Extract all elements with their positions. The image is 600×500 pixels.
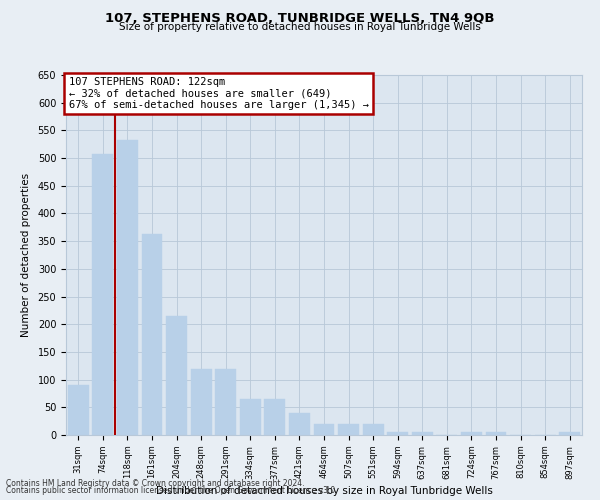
Bar <box>142 234 163 435</box>
Text: 107, STEPHENS ROAD, TUNBRIDGE WELLS, TN4 9QB: 107, STEPHENS ROAD, TUNBRIDGE WELLS, TN4… <box>105 12 495 26</box>
Text: Size of property relative to detached houses in Royal Tunbridge Wells: Size of property relative to detached ho… <box>119 22 481 32</box>
Bar <box>485 432 506 435</box>
Bar <box>117 140 138 435</box>
Bar <box>559 432 580 435</box>
Bar <box>240 399 261 435</box>
Bar <box>265 399 286 435</box>
Text: Contains HM Land Registry data © Crown copyright and database right 2024.: Contains HM Land Registry data © Crown c… <box>6 478 305 488</box>
Y-axis label: Number of detached properties: Number of detached properties <box>21 173 31 337</box>
Bar <box>166 316 187 435</box>
Bar <box>338 424 359 435</box>
Bar <box>362 424 383 435</box>
Bar <box>68 385 89 435</box>
Bar <box>412 432 433 435</box>
X-axis label: Distribution of detached houses by size in Royal Tunbridge Wells: Distribution of detached houses by size … <box>155 486 493 496</box>
Bar <box>289 413 310 435</box>
Bar <box>215 368 236 435</box>
Bar <box>92 154 113 435</box>
Text: Contains public sector information licensed under the Open Government Licence v3: Contains public sector information licen… <box>6 486 338 495</box>
Bar <box>314 424 334 435</box>
Bar <box>387 432 408 435</box>
Bar <box>191 368 212 435</box>
Bar <box>461 432 482 435</box>
Text: 107 STEPHENS ROAD: 122sqm
← 32% of detached houses are smaller (649)
67% of semi: 107 STEPHENS ROAD: 122sqm ← 32% of detac… <box>68 77 368 110</box>
